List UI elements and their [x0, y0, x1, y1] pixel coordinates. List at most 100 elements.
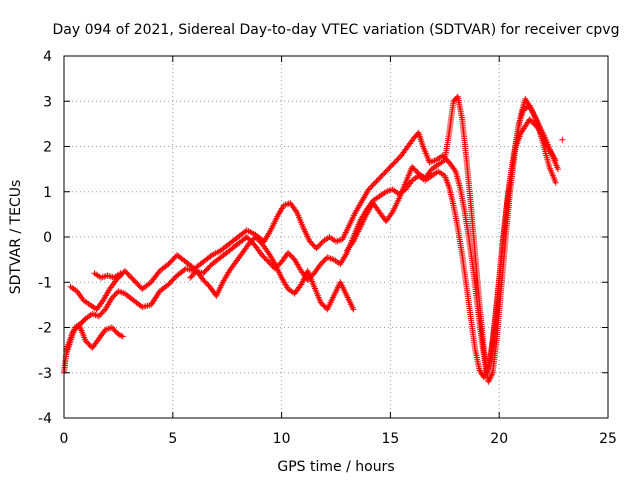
data-point — [98, 310, 105, 317]
data-point — [110, 293, 117, 300]
y-tick-label: 3 — [43, 94, 52, 110]
x-tick-label: 25 — [599, 431, 617, 447]
data-point — [252, 234, 259, 240]
data-point — [390, 160, 397, 167]
chart-title: Day 094 of 2021, Sidereal Day-to-day VTE… — [53, 22, 620, 38]
data-point — [319, 259, 326, 266]
data-point — [368, 183, 375, 190]
data-point — [247, 239, 254, 246]
data-point — [366, 185, 373, 192]
data-point — [306, 238, 313, 245]
data-point — [287, 252, 294, 259]
data-point — [119, 333, 126, 340]
data-point — [369, 182, 376, 189]
data-point — [376, 175, 383, 182]
data-point — [110, 325, 117, 332]
data-point — [248, 238, 255, 245]
y-tick-label: 1 — [43, 185, 52, 201]
data-point — [285, 249, 292, 256]
y-tick-label: 2 — [43, 140, 52, 156]
data-point — [372, 179, 379, 186]
grid — [64, 56, 608, 418]
data-point — [382, 168, 389, 175]
data-point — [552, 179, 559, 186]
data-point — [289, 253, 296, 260]
x-tick-label: 5 — [168, 431, 177, 447]
data-point — [320, 302, 327, 309]
data-point — [72, 326, 79, 333]
data-point — [73, 324, 80, 331]
data-point — [249, 236, 256, 243]
data-point — [259, 252, 266, 259]
x-tick-label: 15 — [381, 431, 399, 447]
data-point — [201, 278, 208, 285]
data-point — [389, 162, 396, 169]
data-point — [207, 253, 214, 260]
data-point — [188, 273, 195, 280]
data-point — [554, 166, 561, 173]
data-point — [313, 245, 320, 252]
data-point — [391, 159, 398, 166]
data-point — [411, 166, 418, 173]
data-point — [253, 235, 260, 242]
data-point — [85, 340, 92, 347]
data-point — [321, 257, 328, 264]
data-point — [559, 136, 566, 143]
data-point — [386, 164, 393, 171]
data-point — [82, 338, 89, 345]
data-point — [317, 299, 324, 306]
data-point — [395, 155, 402, 162]
data-point — [308, 239, 315, 246]
data-point — [146, 280, 153, 287]
y-tick-label: -1 — [38, 275, 52, 291]
data-point — [316, 242, 323, 249]
y-tick-label: 0 — [43, 230, 52, 246]
data-point — [202, 279, 209, 286]
data-point — [350, 306, 357, 313]
data-point — [97, 311, 104, 318]
data-point — [310, 242, 317, 249]
data-point — [111, 292, 118, 299]
y-tick-label: 4 — [43, 49, 52, 65]
data-point — [380, 171, 387, 178]
data-point — [155, 269, 162, 276]
data-point — [99, 309, 106, 316]
data-point — [118, 332, 125, 339]
data-point — [320, 258, 327, 265]
data-point — [370, 181, 377, 188]
data-point — [187, 274, 194, 281]
data-point — [286, 251, 293, 258]
data-point — [378, 172, 385, 179]
data-point — [262, 256, 269, 263]
data-point — [112, 291, 119, 298]
x-axis-label: GPS time / hours — [277, 459, 394, 475]
data-point — [373, 178, 380, 185]
data-point — [71, 327, 78, 334]
data-point — [383, 167, 390, 174]
data-point — [204, 281, 211, 288]
data-point — [111, 327, 118, 334]
data-point — [95, 313, 102, 320]
data-point — [69, 329, 76, 336]
data-point — [264, 257, 271, 264]
data-point — [393, 157, 400, 164]
y-tick-label: -2 — [38, 321, 52, 337]
data-point — [413, 167, 420, 174]
data-point — [108, 295, 115, 302]
data-point — [314, 243, 321, 250]
y-axis-label: SDTVAR / TECUs — [8, 180, 24, 295]
data-point — [410, 165, 417, 172]
data-point — [317, 261, 324, 268]
data-points — [61, 93, 566, 385]
data-point — [394, 156, 401, 163]
data-point — [387, 163, 394, 170]
axis-ticks: 0 5 10 15 20 25 -4 -3 -2 -1 0 1 2 3 4 — [38, 49, 617, 447]
data-point — [256, 238, 263, 245]
data-point — [377, 174, 384, 181]
data-point — [260, 253, 267, 260]
x-tick-label: 10 — [273, 431, 291, 447]
data-point — [261, 254, 268, 261]
data-point — [108, 324, 115, 331]
x-tick-label: 20 — [490, 431, 508, 447]
